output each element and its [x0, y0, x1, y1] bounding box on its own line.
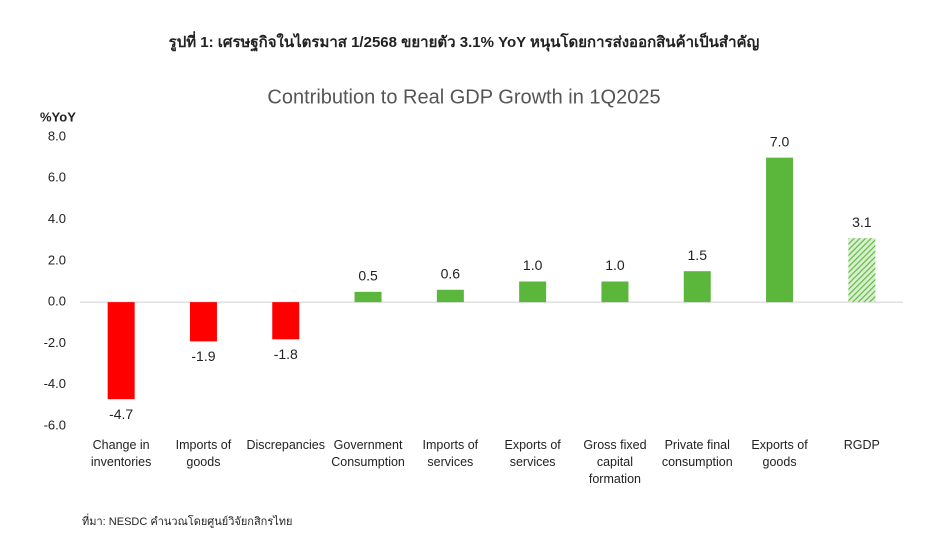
x-tick-label: Exports of goods [751, 438, 808, 469]
y-tick-label: 6.0 [48, 170, 66, 185]
x-tick-label: Discrepancies [246, 438, 325, 452]
x-tick-label: RGDP [843, 438, 880, 452]
x-tick-label: Exports of services [504, 438, 561, 469]
y-tick-label: 4.0 [48, 211, 66, 226]
bar [354, 291, 382, 303]
data-label: -1.9 [191, 348, 215, 364]
heading: รูปที่ 1: เศรษฐกิจในไตรมาส 1/2568 ขยายตั… [169, 31, 760, 52]
x-tick-label: Government Consumption [331, 438, 405, 469]
bar [601, 281, 629, 303]
y-tick-label: 8.0 [48, 128, 66, 143]
y-axis-label: %YoY [40, 109, 76, 124]
x-tick-label: Imports of services [422, 438, 479, 469]
data-label: 1.0 [605, 257, 625, 273]
x-tick-label: Change in inventories [90, 438, 152, 469]
chart-title: Contribution to Real GDP Growth in 1Q202… [267, 86, 660, 108]
bar [683, 271, 711, 303]
data-label: 0.6 [441, 265, 461, 281]
source-note: ที่มา: NESDC คำนวณโดยศูนย์วิจัยกสิกรไทย [82, 516, 293, 528]
y-tick-label: 0.0 [48, 294, 66, 309]
data-label: -4.7 [109, 406, 133, 422]
y-tick-label: -6.0 [44, 417, 66, 432]
y-tick-label: 2.0 [48, 252, 66, 267]
y-tick-label: -4.0 [44, 376, 66, 391]
data-label: 7.0 [770, 133, 790, 149]
bar [766, 157, 794, 303]
x-tick-label: Private final consumption [661, 438, 733, 469]
data-label: -1.8 [274, 346, 298, 362]
data-label: 0.5 [358, 268, 378, 284]
y-tick-label: -2.0 [44, 335, 66, 350]
data-label: 1.5 [688, 247, 708, 263]
bar [189, 302, 217, 342]
data-label: 1.0 [523, 257, 543, 273]
bar [436, 289, 464, 303]
bar [272, 302, 300, 340]
bar [519, 281, 547, 303]
x-tick-label: Imports of goods [175, 438, 232, 469]
bar [848, 238, 876, 303]
bar [107, 302, 135, 400]
x-tick-label: Gross fixed capital formation [583, 438, 647, 486]
data-label: 3.1 [852, 214, 872, 230]
